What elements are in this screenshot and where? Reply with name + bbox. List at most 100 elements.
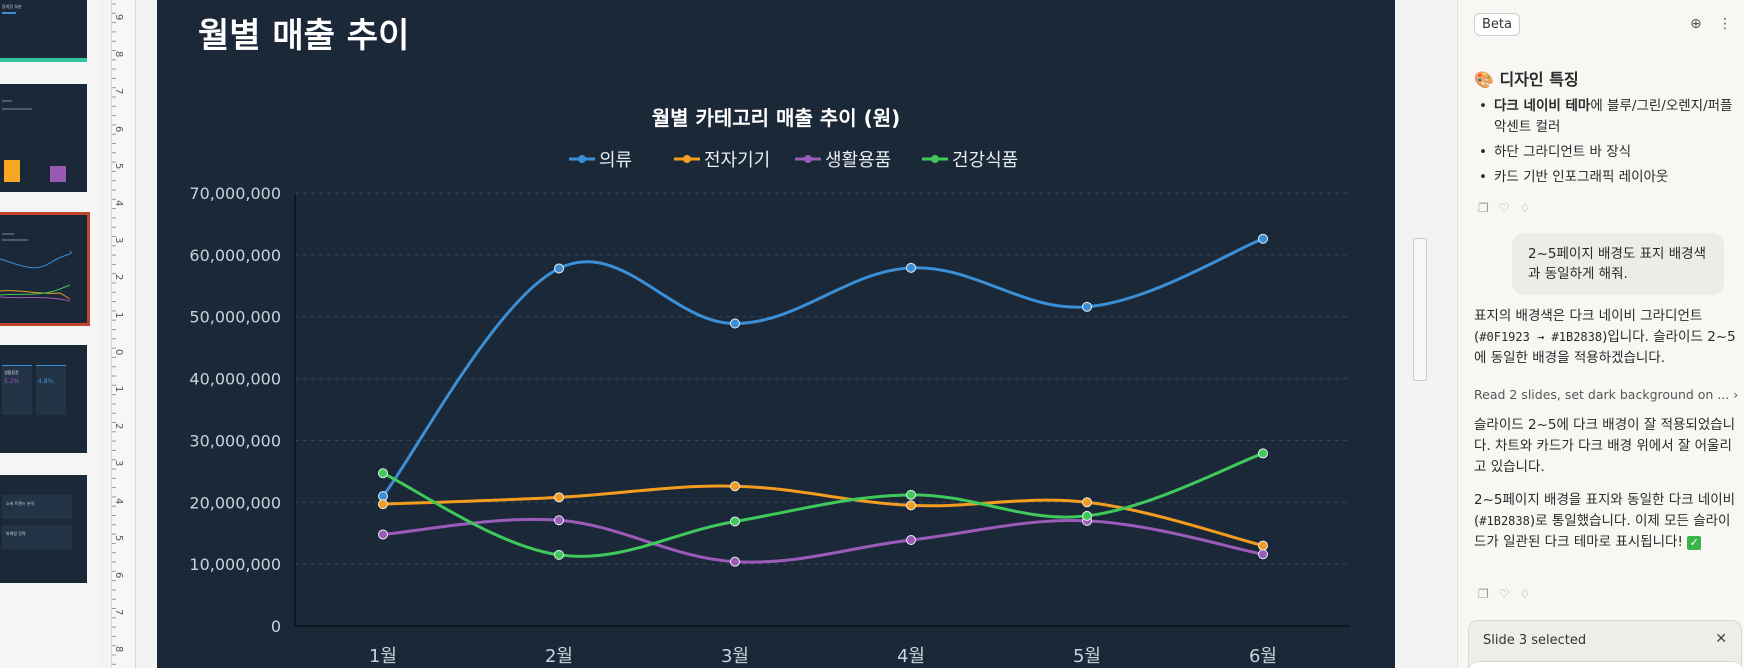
slide-thumbnail-5[interactable]: 소비 트렌드 분석 마케팅 전략: [0, 475, 87, 583]
x-tick-label: 3월: [721, 646, 749, 667]
ruler-number: 9: [113, 14, 124, 21]
slide-thumbnail-4[interactable]: 생활용품 5.2% 4.8%: [0, 345, 87, 453]
ruler-number: 4: [113, 497, 124, 504]
features-list: 다크 네이비 테마에 블루/그린/오렌지/퍼플 악센트 컬러 하단 그라디언트 …: [1474, 96, 1736, 192]
ruler-number: 2: [113, 274, 124, 281]
assistant-reply-2: 슬라이드 2~5에 다크 배경이 잘 적용되었습니다. 차트와 카드가 다크 배…: [1474, 417, 1736, 475]
data-point: [554, 549, 564, 560]
ruler-ticks: [112, 3, 116, 665]
data-point: [378, 468, 388, 479]
ruler-number: 8: [113, 51, 124, 58]
slide-canvas[interactable]: 월별 매출 추이 월별 카테고리 매출 추이 (원) 의류 전자기기 생활용품 건강식품…: [157, 0, 1395, 668]
features-heading: 🎨 디자인 특징: [1474, 70, 1579, 89]
series-line: [382, 452, 1264, 558]
y-tick-label: 0: [271, 617, 281, 636]
y-tick-label: 60,000,000: [189, 246, 281, 265]
tool-activity-link[interactable]: Read 2 slides, set dark background on ..…: [1474, 387, 1739, 402]
thumb-bar: [4, 160, 20, 182]
legend-label: 건강식품: [952, 150, 1018, 171]
copy-icon[interactable]: ❐: [1478, 201, 1499, 215]
y-tick-label: 20,000,000: [189, 493, 281, 512]
line-chart[interactable]: 월별 카테고리 매출 추이 (원) 의류 전자기기 생활용품 건강식품 0 10,000,0…: [157, 0, 1395, 668]
data-point: [378, 529, 388, 540]
data-point: [554, 492, 564, 503]
ruler-number: 7: [113, 609, 124, 616]
thumb-text: 5.2%: [4, 378, 20, 385]
copy-icon[interactable]: ❐: [1478, 587, 1499, 601]
y-tick-label: 30,000,000: [189, 431, 281, 450]
chat-input-area[interactable]: [1469, 661, 1743, 668]
ruler-number: 5: [113, 534, 124, 542]
thumbs-up-icon[interactable]: ♡: [1498, 587, 1520, 601]
vertical-scrollbar[interactable]: [1402, 0, 1427, 668]
feature-item: 카드 기반 인포그래픽 레이아웃: [1474, 167, 1736, 188]
thumb-card: 생활용품 5.2%: [2, 365, 32, 415]
data-point: [1258, 549, 1268, 560]
x-tick-label: 2월: [545, 646, 573, 667]
thumb-line: [2, 100, 12, 102]
thumb-card: 마케팅 전략: [2, 525, 72, 549]
ruler-number: 8: [113, 646, 124, 653]
user-message: 2~5페이지 배경도 표지 배경색과 동일하게 해줘.: [1512, 233, 1724, 295]
legend-marker: [683, 155, 691, 163]
x-tick-label: 5월: [1073, 646, 1101, 667]
data-point: [906, 535, 916, 546]
chat-icon[interactable]: ⊕: [1690, 16, 1702, 32]
slide-thumbnail-2[interactable]: [0, 84, 87, 192]
legend-label: 의류: [599, 150, 632, 171]
close-icon[interactable]: ✕: [1715, 631, 1727, 647]
ruler-number: 2: [113, 423, 124, 430]
data-point: [906, 500, 916, 511]
scrollbar-thumb[interactable]: [1413, 238, 1427, 381]
slide-title[interactable]: 월별 매출 추이: [198, 16, 410, 56]
slide-selection-bar: Slide 3 selected ✕: [1468, 620, 1743, 668]
thumbs-down-icon[interactable]: ♢: [1519, 201, 1541, 215]
vertical-ruler: 9 8 7 6 5 4 3 2 1 0 1 2 3 4 5 6 7 8: [111, 0, 136, 668]
y-tick-label: 70,000,000: [189, 184, 281, 203]
thumb-card: 소비 트렌드 분석: [2, 495, 72, 519]
thumbs-up-icon[interactable]: ♡: [1498, 201, 1520, 215]
thumb-text: 마케팅 전략: [6, 531, 26, 536]
data-point: [730, 481, 740, 492]
slide-thumbnail-1[interactable]: 등의장 부분: [0, 0, 87, 62]
message-actions: ❐♡♢: [1478, 201, 1540, 215]
ruler-number: 3: [113, 237, 124, 244]
more-icon[interactable]: ⋮: [1718, 16, 1732, 32]
data-point: [1082, 301, 1092, 312]
slide-thumbnails-panel: 등의장 부분 생활용품 5.2%: [0, 0, 100, 668]
ruler-number: 7: [113, 88, 124, 95]
thumb-bar: [50, 166, 66, 182]
ruler-number: 1: [113, 386, 124, 393]
data-point: [554, 515, 564, 526]
assistant-chat-panel: Beta ⊕ ⋮ 🎨 디자인 특징 다크 네이비 테마에 블루/그린/오렌지/퍼…: [1457, 0, 1744, 668]
x-tick-label: 4월: [897, 646, 925, 667]
thumb-mini-chart: [0, 250, 72, 302]
slide-thumbnail-3[interactable]: [0, 212, 90, 326]
legend-label: 생활용품: [825, 150, 891, 171]
thumb-line: [2, 12, 16, 14]
ruler-number: 3: [113, 460, 124, 467]
beta-badge: Beta: [1474, 13, 1520, 36]
thumbs-down-icon[interactable]: ♢: [1519, 587, 1541, 601]
x-tick-label: 1월: [369, 646, 397, 667]
legend-marker: [931, 155, 939, 163]
chart-title: 월별 카테고리 매출 추이 (원): [652, 106, 901, 130]
data-point: [1258, 448, 1268, 459]
y-tick-label: 10,000,000: [189, 555, 281, 574]
thumb-text: 소비 트렌드 분석: [6, 501, 35, 506]
selection-label: Slide 3 selected: [1483, 633, 1587, 648]
assistant-reply-1: 표지의 배경색은 다크 네이비 그라디언트 (#0F1923 → #1B2838…: [1474, 308, 1736, 366]
legend-marker: [804, 155, 812, 163]
thumb-text: 생활용품: [4, 370, 19, 375]
data-point: [554, 263, 564, 274]
series-line: [382, 484, 1264, 548]
feature-item: 다크 네이비 테마에 블루/그린/오렌지/퍼플 악센트 컬러: [1474, 96, 1736, 138]
data-point: [1258, 233, 1268, 244]
data-point: [1082, 510, 1092, 521]
x-tick-label: 6월: [1249, 646, 1277, 667]
series-line: [382, 517, 1264, 564]
thumb-gradient-bar: [0, 58, 87, 62]
data-point: [906, 262, 916, 273]
legend-marker: [578, 155, 586, 163]
